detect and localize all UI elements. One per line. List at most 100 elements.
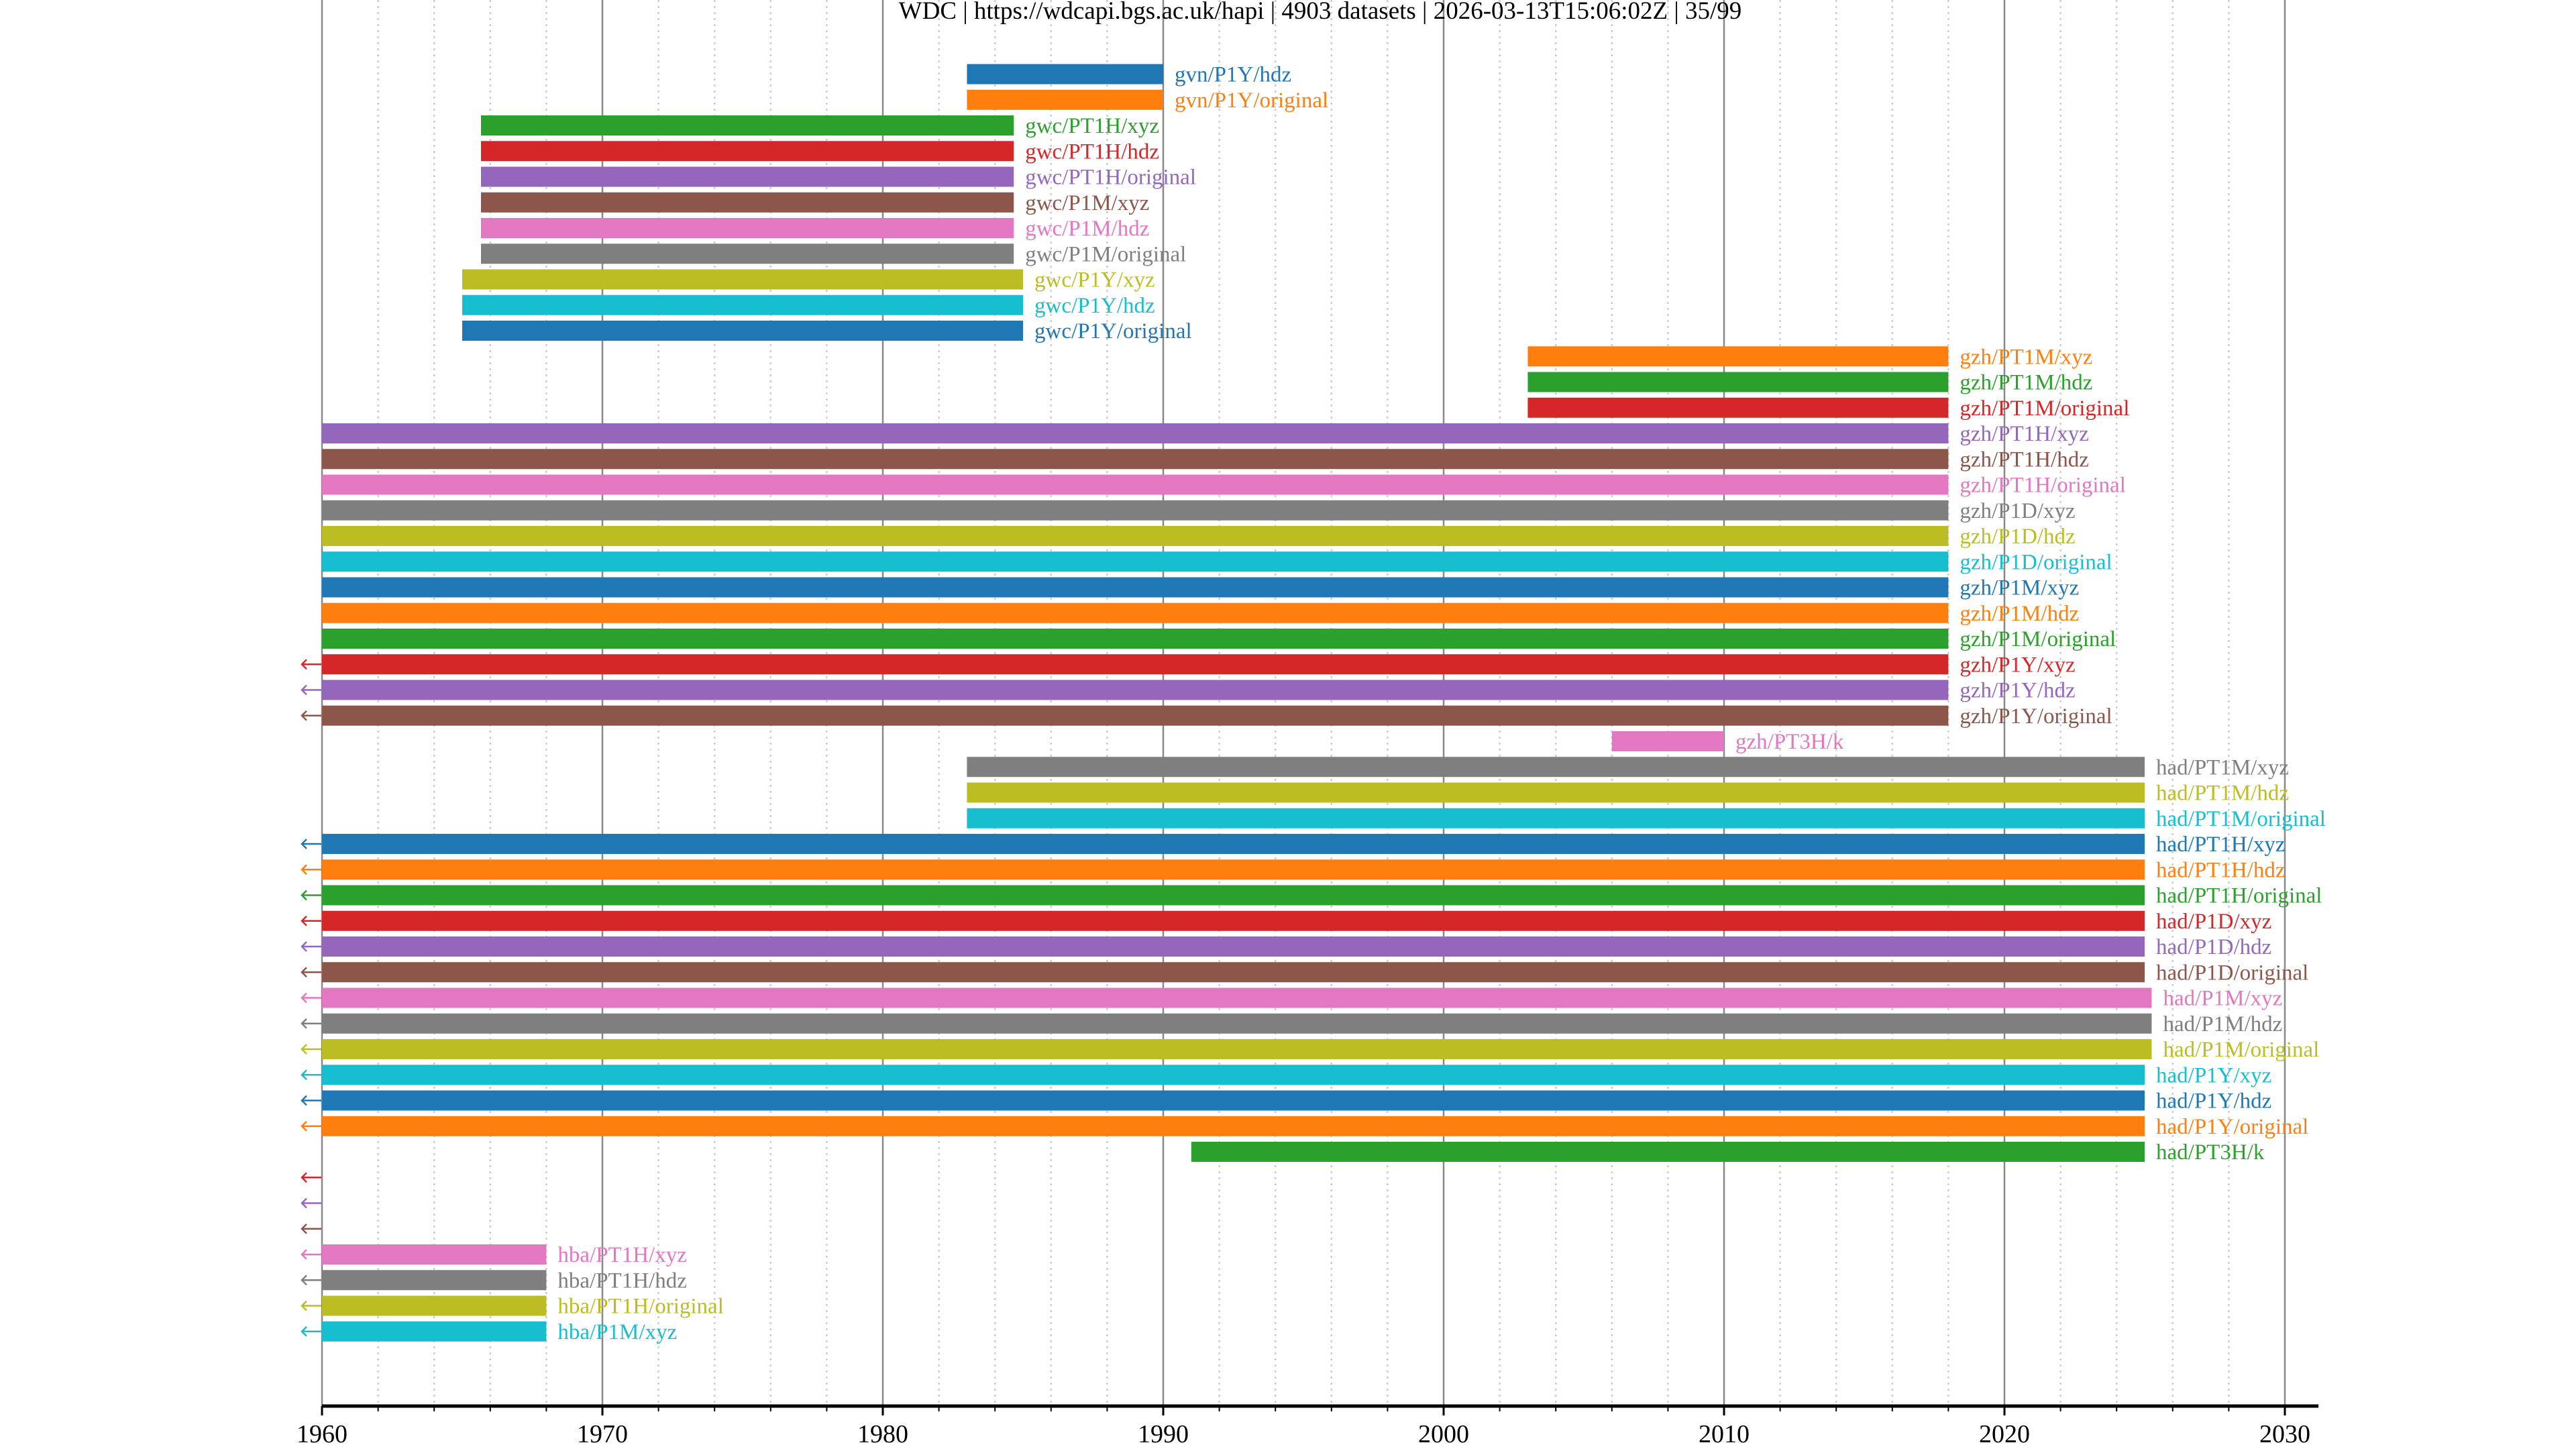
dataset-label: gzh/P1Y/hdz [1960,679,2075,703]
dataset-bar[interactable] [1527,346,1949,367]
dataset-label: had/P1D/original [2156,961,2308,985]
dataset-label: had/PT1H/xyz [2156,833,2285,857]
truncated-start-arrow-icon [301,659,321,670]
dataset-bar[interactable] [322,1013,2152,1034]
dataset-bar[interactable] [322,602,1949,623]
arrow-head [301,890,307,901]
dataset-label: had/P1D/hdz [2156,935,2271,959]
arrow-head [301,915,307,926]
arrow-head [301,839,307,849]
dataset-bar[interactable] [1527,397,1949,418]
dataset-bar[interactable] [322,1039,2152,1059]
truncated-start-arrow-icon [301,684,321,696]
dataset-label: gwc/PT1H/xyz [1025,114,1159,138]
dataset-label: gwc/PT1H/original [1025,166,1196,190]
truncated-start-arrow-icon [301,890,321,901]
dataset-bar[interactable] [322,1065,2145,1085]
dataset-bar[interactable] [462,269,1023,290]
arrow-head [301,659,307,670]
dataset-label: had/P1M/xyz [2163,987,2282,1011]
dataset-label: hba/P1M/xyz [557,1320,677,1344]
truncated-start-arrow-icon [301,1018,321,1029]
dataset-bar[interactable] [322,654,1949,675]
dataset-label: gwc/P1Y/original [1034,319,1192,343]
dataset-bar[interactable] [322,859,2145,880]
dataset-label: had/P1M/hdz [2163,1012,2282,1036]
dataset-bar[interactable] [322,885,2145,906]
dataset-bar[interactable] [322,705,1949,726]
dataset-bar[interactable] [481,218,1014,238]
dataset-bar[interactable] [1191,1142,2145,1162]
dataset-bar[interactable] [322,500,1949,521]
dataset-bar[interactable] [1611,731,1724,751]
arrow-head [301,967,307,978]
dataset-label: had/P1Y/hdz [2156,1089,2271,1114]
dataset-bar[interactable] [322,1295,547,1316]
dataset-label: gwc/P1Y/xyz [1034,268,1155,292]
arrow-head [301,1069,307,1081]
dataset-bar[interactable] [322,449,1949,470]
dataset-label: gvn/P1Y/original [1175,89,1328,113]
dataset-bar[interactable] [322,1090,2145,1111]
dataset-bar[interactable] [322,423,1949,443]
dataset-bar[interactable] [967,89,1163,110]
arrow-head [301,941,307,952]
dataset-label: gzh/PT1H/original [1960,474,2125,498]
dataset-label: had/PT1M/hdz [2156,782,2289,806]
arrow-head [301,1120,307,1132]
dataset-label: gwc/P1M/hdz [1025,217,1149,241]
arrow-head [301,1172,307,1183]
dataset-bar[interactable] [462,294,1023,315]
dataset-label: gwc/P1M/original [1025,242,1186,266]
dataset-bar[interactable] [322,834,2145,854]
dataset-bar[interactable] [322,474,1949,495]
truncated-start-arrow-icon [301,1172,321,1183]
arrow-head [301,1223,307,1234]
truncated-start-arrow-icon [301,1326,321,1337]
dataset-bar[interactable] [1527,372,1949,392]
dataset-label: gzh/P1M/hdz [1960,602,2079,626]
dataset-bar[interactable] [481,244,1014,264]
dataset-label: had/PT3H/k [2156,1140,2265,1165]
dataset-bar[interactable] [322,962,2145,983]
dataset-label: gwc/P1Y/hdz [1034,294,1155,318]
dataset-bar[interactable] [481,166,1014,187]
dataset-bar[interactable] [322,577,1949,598]
dataset-bar[interactable] [967,757,2145,777]
dataset-label: gzh/PT1H/hdz [1960,447,2088,472]
dataset-bar[interactable] [322,680,1949,700]
dataset-bar[interactable] [322,1321,547,1342]
dataset-bars [301,64,2152,1342]
arrow-head [301,1197,307,1209]
dataset-bar[interactable] [322,987,2152,1008]
dataset-bar[interactable] [967,782,2145,803]
dataset-bar[interactable] [322,1270,547,1291]
dataset-bar[interactable] [481,141,1014,162]
dataset-bar[interactable] [322,526,1949,546]
dataset-bar[interactable] [481,192,1014,213]
dataset-bar[interactable] [462,321,1023,341]
dataset-bar[interactable] [322,936,2145,957]
dataset-label: had/PT1H/original [2156,884,2322,908]
dataset-label: gzh/PT1M/xyz [1960,345,2092,369]
dataset-label: gzh/P1Y/xyz [1960,653,2075,677]
arrow-head [301,1300,307,1311]
dataset-bar[interactable] [322,1244,547,1265]
arrow-head [301,1018,307,1029]
dataset-bar[interactable] [322,1116,2145,1136]
dataset-bar[interactable] [967,64,1163,85]
dataset-bar[interactable] [967,808,2145,828]
dataset-label: gvn/P1Y/hdz [1175,63,1291,87]
truncated-start-arrow-icon [301,1249,321,1260]
dataset-label: gwc/P1M/xyz [1025,191,1149,215]
x-tick-label: 1980 [857,1420,908,1448]
arrow-head [301,710,307,721]
dataset-bar[interactable] [322,910,2145,931]
dataset-bar[interactable] [322,551,1949,572]
dataset-bar[interactable] [481,115,1014,136]
dataset-label: had/PT1M/xyz [2156,755,2289,780]
dataset-label: gzh/PT3H/k [1735,730,1844,754]
truncated-start-arrow-icon [301,839,321,849]
dataset-bar[interactable] [322,629,1949,649]
truncated-start-arrow-icon [301,710,321,721]
